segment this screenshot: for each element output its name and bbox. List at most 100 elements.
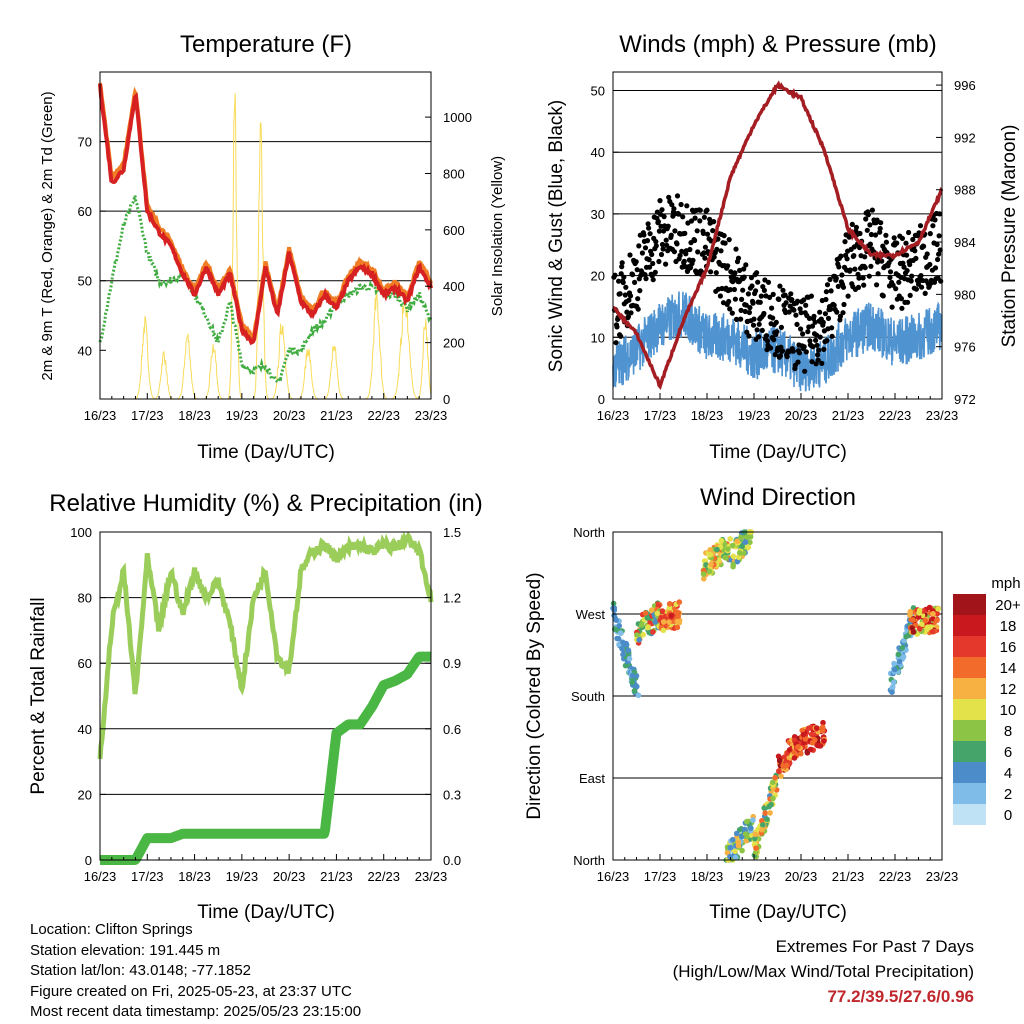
direction-point bbox=[776, 757, 783, 764]
gust-point bbox=[626, 297, 632, 303]
direction-point bbox=[619, 645, 625, 652]
direction-point bbox=[772, 775, 778, 781]
y-tick-label: 40 bbox=[78, 343, 92, 358]
y2-tick-label: 400 bbox=[443, 279, 465, 294]
legend-swatch bbox=[953, 762, 986, 783]
gust-point bbox=[674, 241, 680, 247]
extremes-heading: Extremes For Past 7 Days bbox=[775, 937, 974, 956]
gust-point bbox=[714, 246, 720, 252]
direction-point bbox=[658, 614, 665, 621]
legend-label: 10 bbox=[1000, 702, 1017, 719]
gust-point bbox=[779, 348, 786, 354]
gust-point bbox=[740, 287, 746, 293]
x-tick-label: 22/23 bbox=[879, 869, 912, 884]
direction-point bbox=[896, 658, 903, 665]
gust-point bbox=[794, 298, 801, 304]
gust-point bbox=[682, 230, 688, 236]
gust-point bbox=[856, 275, 862, 281]
gust-point bbox=[697, 207, 703, 213]
gust-point bbox=[932, 265, 939, 271]
direction-point bbox=[770, 795, 776, 802]
gust-point bbox=[924, 251, 930, 257]
direction-title: Wind Direction bbox=[700, 484, 856, 511]
direction-point bbox=[640, 631, 646, 638]
legend-label: 18 bbox=[1000, 618, 1017, 635]
x-tick-label: 17/23 bbox=[131, 408, 164, 423]
legend-swatch bbox=[953, 741, 986, 762]
y-tick-label: East bbox=[579, 771, 605, 786]
direction-point bbox=[809, 740, 816, 746]
y2-tick-label: 972 bbox=[954, 392, 976, 407]
direction-point bbox=[890, 679, 897, 686]
gust-point bbox=[644, 238, 651, 244]
direction-point bbox=[660, 619, 667, 625]
gust-point bbox=[801, 297, 807, 303]
direction-point bbox=[652, 619, 658, 625]
gust-point bbox=[744, 329, 750, 335]
temperature-panel: Temperature (F) 40 50 60 70 0 200 400 600 800 10… bbox=[39, 31, 506, 463]
gust-point bbox=[800, 331, 806, 337]
x-tick-label: 21/23 bbox=[832, 408, 865, 423]
gust-point bbox=[893, 286, 899, 292]
gust-point bbox=[756, 334, 762, 340]
legend-label: 0 bbox=[1004, 807, 1012, 824]
gust-point bbox=[819, 360, 825, 366]
gust-point bbox=[868, 263, 874, 269]
direction-point bbox=[674, 609, 681, 615]
gust-point bbox=[798, 310, 804, 316]
x-tick-label: 17/23 bbox=[644, 408, 677, 423]
direction-point bbox=[935, 606, 941, 612]
gust-point bbox=[896, 279, 902, 285]
temperature-y2label: Solar Insolation (Yellow) bbox=[489, 156, 506, 316]
direction-point bbox=[676, 599, 683, 605]
gust-point bbox=[864, 227, 870, 233]
gust-point bbox=[633, 259, 639, 265]
direction-point bbox=[919, 621, 925, 628]
gust-point bbox=[839, 272, 845, 278]
gust-point bbox=[739, 296, 745, 302]
y2-tick-label: 1000 bbox=[443, 110, 472, 125]
x-tick-label: 16/23 bbox=[84, 408, 117, 423]
gust-point bbox=[904, 268, 910, 274]
direction-point bbox=[916, 607, 923, 614]
gust-point bbox=[809, 323, 816, 329]
direction-point bbox=[730, 553, 737, 560]
gust-point bbox=[917, 223, 924, 229]
gust-point bbox=[671, 249, 678, 255]
gust-point bbox=[829, 333, 835, 339]
gust-point bbox=[645, 221, 651, 227]
x-tick-label: 20/23 bbox=[785, 408, 818, 423]
direction-point bbox=[730, 836, 736, 843]
pressure-line bbox=[612, 80, 944, 390]
x-tick-label: 21/23 bbox=[320, 408, 353, 423]
gust-point bbox=[813, 337, 819, 343]
direction-point bbox=[926, 604, 933, 611]
gust-point bbox=[772, 352, 778, 358]
gust-point bbox=[857, 230, 863, 237]
gust-point bbox=[627, 252, 633, 258]
gust-point bbox=[635, 296, 641, 302]
gust-point bbox=[757, 299, 763, 305]
gust-point bbox=[743, 262, 749, 268]
humidity-title: Relative Humidity (%) & Precipitation (i… bbox=[49, 490, 482, 517]
temperature-right-axis: 0 200 400 600 800 1000 bbox=[425, 110, 472, 407]
direction-point bbox=[821, 738, 827, 744]
elevation-text: Station elevation: 191.445 m bbox=[30, 941, 221, 959]
gust-point bbox=[894, 240, 900, 246]
y2-tick-label: 1.2 bbox=[443, 591, 461, 606]
gust-point bbox=[790, 348, 796, 354]
gust-point bbox=[680, 214, 686, 220]
gust-point bbox=[657, 198, 663, 204]
direction-point bbox=[891, 666, 898, 673]
gust-point bbox=[642, 245, 649, 251]
gust-point bbox=[803, 302, 809, 308]
gust-point bbox=[913, 286, 920, 292]
direction-point bbox=[732, 854, 739, 861]
gust-point bbox=[713, 270, 719, 276]
gust-point bbox=[899, 305, 905, 311]
direction-point bbox=[805, 725, 812, 732]
gust-point bbox=[835, 283, 841, 289]
gust-point bbox=[823, 296, 829, 303]
direction-point bbox=[762, 810, 768, 816]
direction-panel: Wind Direction North East South West North 1… bbox=[524, 484, 958, 923]
